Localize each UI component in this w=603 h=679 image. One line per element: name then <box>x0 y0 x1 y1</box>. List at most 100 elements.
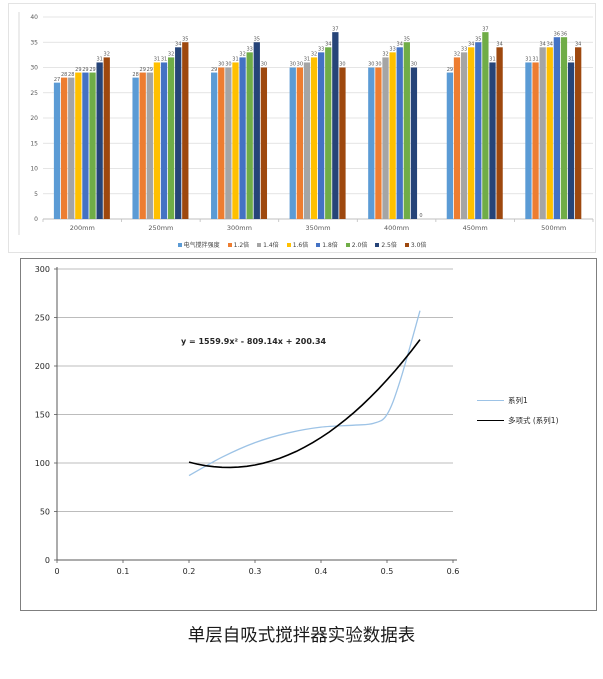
legend-swatch <box>316 242 321 247</box>
bar-value-label: 34 <box>547 42 553 48</box>
bar-value-label: 29 <box>211 67 217 73</box>
bar <box>289 67 296 219</box>
bar-value-label: 36 <box>554 31 560 37</box>
bar-value-label: 32 <box>382 52 388 58</box>
bar <box>246 52 253 219</box>
legend-item: 3.0倍 <box>404 240 427 249</box>
y-tick-label: 200 <box>35 362 50 371</box>
bar-value-label: 27 <box>54 77 60 83</box>
x-tick-label: 0.1 <box>117 567 130 576</box>
bar <box>103 57 110 220</box>
line-chart: 0 50 100 150 200 250 300 0 0.1 0.2 0.3 0.4 0.5 0.6 <box>35 265 460 576</box>
bar-value-label: 30 <box>290 62 296 68</box>
bar-value-label: 31 <box>96 57 102 63</box>
bar <box>496 47 503 219</box>
y-tick-label: 100 <box>35 459 50 468</box>
bar <box>167 57 175 220</box>
legend-label: 1.6倍 <box>292 242 309 249</box>
bar-value-label: 31 <box>532 57 538 63</box>
legend-label: 多项式 (系列1) <box>508 416 559 425</box>
bar <box>575 47 582 219</box>
x-category-label: 200mm <box>70 224 95 232</box>
bar-value-label: 34 <box>539 42 545 48</box>
legend-swatch <box>345 242 350 247</box>
x-category-label: 450mm <box>463 224 488 232</box>
legend-item: 2.5倍 <box>375 240 397 249</box>
bar <box>60 77 68 219</box>
bar <box>546 47 553 219</box>
legend-label: 2.0倍 <box>351 242 368 249</box>
x-category-label: 500mm <box>541 224 566 232</box>
bar-value-label: 31 <box>568 57 574 63</box>
bar <box>339 67 346 219</box>
legend-swatch <box>177 242 182 247</box>
legend-label: 1.2倍 <box>233 242 250 249</box>
bar-value-label: 29 <box>140 67 146 73</box>
bar <box>525 62 532 220</box>
bar <box>146 72 153 219</box>
x-tick-label: 0.4 <box>315 567 328 576</box>
bar <box>567 62 575 220</box>
y-tick-label: 25 <box>30 90 38 97</box>
line-chart-legend: 系列1 多项式 (系列1) <box>477 395 559 426</box>
bar-value-label: 32 <box>454 52 460 58</box>
legend-swatch <box>404 242 409 247</box>
bar <box>139 72 146 219</box>
bar <box>68 77 75 219</box>
legend-label: 3.0倍 <box>410 242 427 249</box>
bar-value-label: 34 <box>468 42 474 48</box>
bar <box>475 42 482 219</box>
legend-item: 1.6倍 <box>286 240 309 249</box>
y-tick-label: 40 <box>30 14 38 21</box>
bar <box>182 42 189 219</box>
bar-value-label: 33 <box>318 47 324 53</box>
bar <box>396 47 403 219</box>
bar <box>539 47 546 219</box>
bar-value-label: 34 <box>175 42 181 48</box>
y-tick-label: 15 <box>30 140 38 147</box>
bar-chart-panel: 0 5 10 15 20 25 30 35 40 200mm 27 28 28 29 29 29 31 32 250… <box>8 3 596 253</box>
bar <box>403 42 410 219</box>
bar-value-label: 31 <box>154 57 160 63</box>
bar-value-label: 36 <box>561 31 567 37</box>
bar <box>553 37 561 220</box>
bar <box>325 47 332 219</box>
bar-value-label: 31 <box>525 57 531 63</box>
bar-value-label: 30 <box>297 62 303 68</box>
legend-item: 多项式 (系列1) <box>477 415 559 426</box>
bar <box>175 47 182 219</box>
bar-chart-legend: 电气搅拌强度 1.2倍 1.4倍 1.6倍 1.8倍 2.0倍 2.5倍 3.0倍 <box>9 240 595 249</box>
y-tick-label: 30 <box>30 65 38 72</box>
series-line <box>188 310 421 477</box>
bar <box>318 52 325 219</box>
bar-value-label: 32 <box>239 52 245 58</box>
x-category-label: 400mm <box>384 224 409 232</box>
bar <box>132 77 139 219</box>
bar <box>218 67 225 219</box>
legend-line-swatch <box>477 420 504 421</box>
y-tick-label: 35 <box>30 39 38 46</box>
bar <box>375 67 382 219</box>
figure-caption: 单层自吸式搅拌器实验数据表 <box>187 625 416 645</box>
bar <box>239 57 246 220</box>
legend-line-swatch <box>477 400 504 401</box>
bar <box>225 67 232 219</box>
bar <box>482 32 489 220</box>
x-tick-label: 0.3 <box>249 567 262 576</box>
bar <box>253 42 260 219</box>
bar <box>410 67 418 219</box>
bar-value-label: 34 <box>397 42 403 48</box>
bar-value-label: 35 <box>182 36 188 42</box>
legend-swatch <box>257 242 262 247</box>
bar-value-label: 35 <box>404 36 410 42</box>
bar <box>53 82 61 220</box>
bar-value-label: 34 <box>496 42 502 48</box>
bar-value-label: 37 <box>332 26 338 32</box>
bar <box>296 67 303 219</box>
y-tick-label: 150 <box>35 411 50 420</box>
legend-item: 1.2倍 <box>227 240 250 249</box>
legend-label: 系列1 <box>508 396 528 405</box>
bar <box>260 67 268 219</box>
bar-value-label: 29 <box>75 67 81 73</box>
